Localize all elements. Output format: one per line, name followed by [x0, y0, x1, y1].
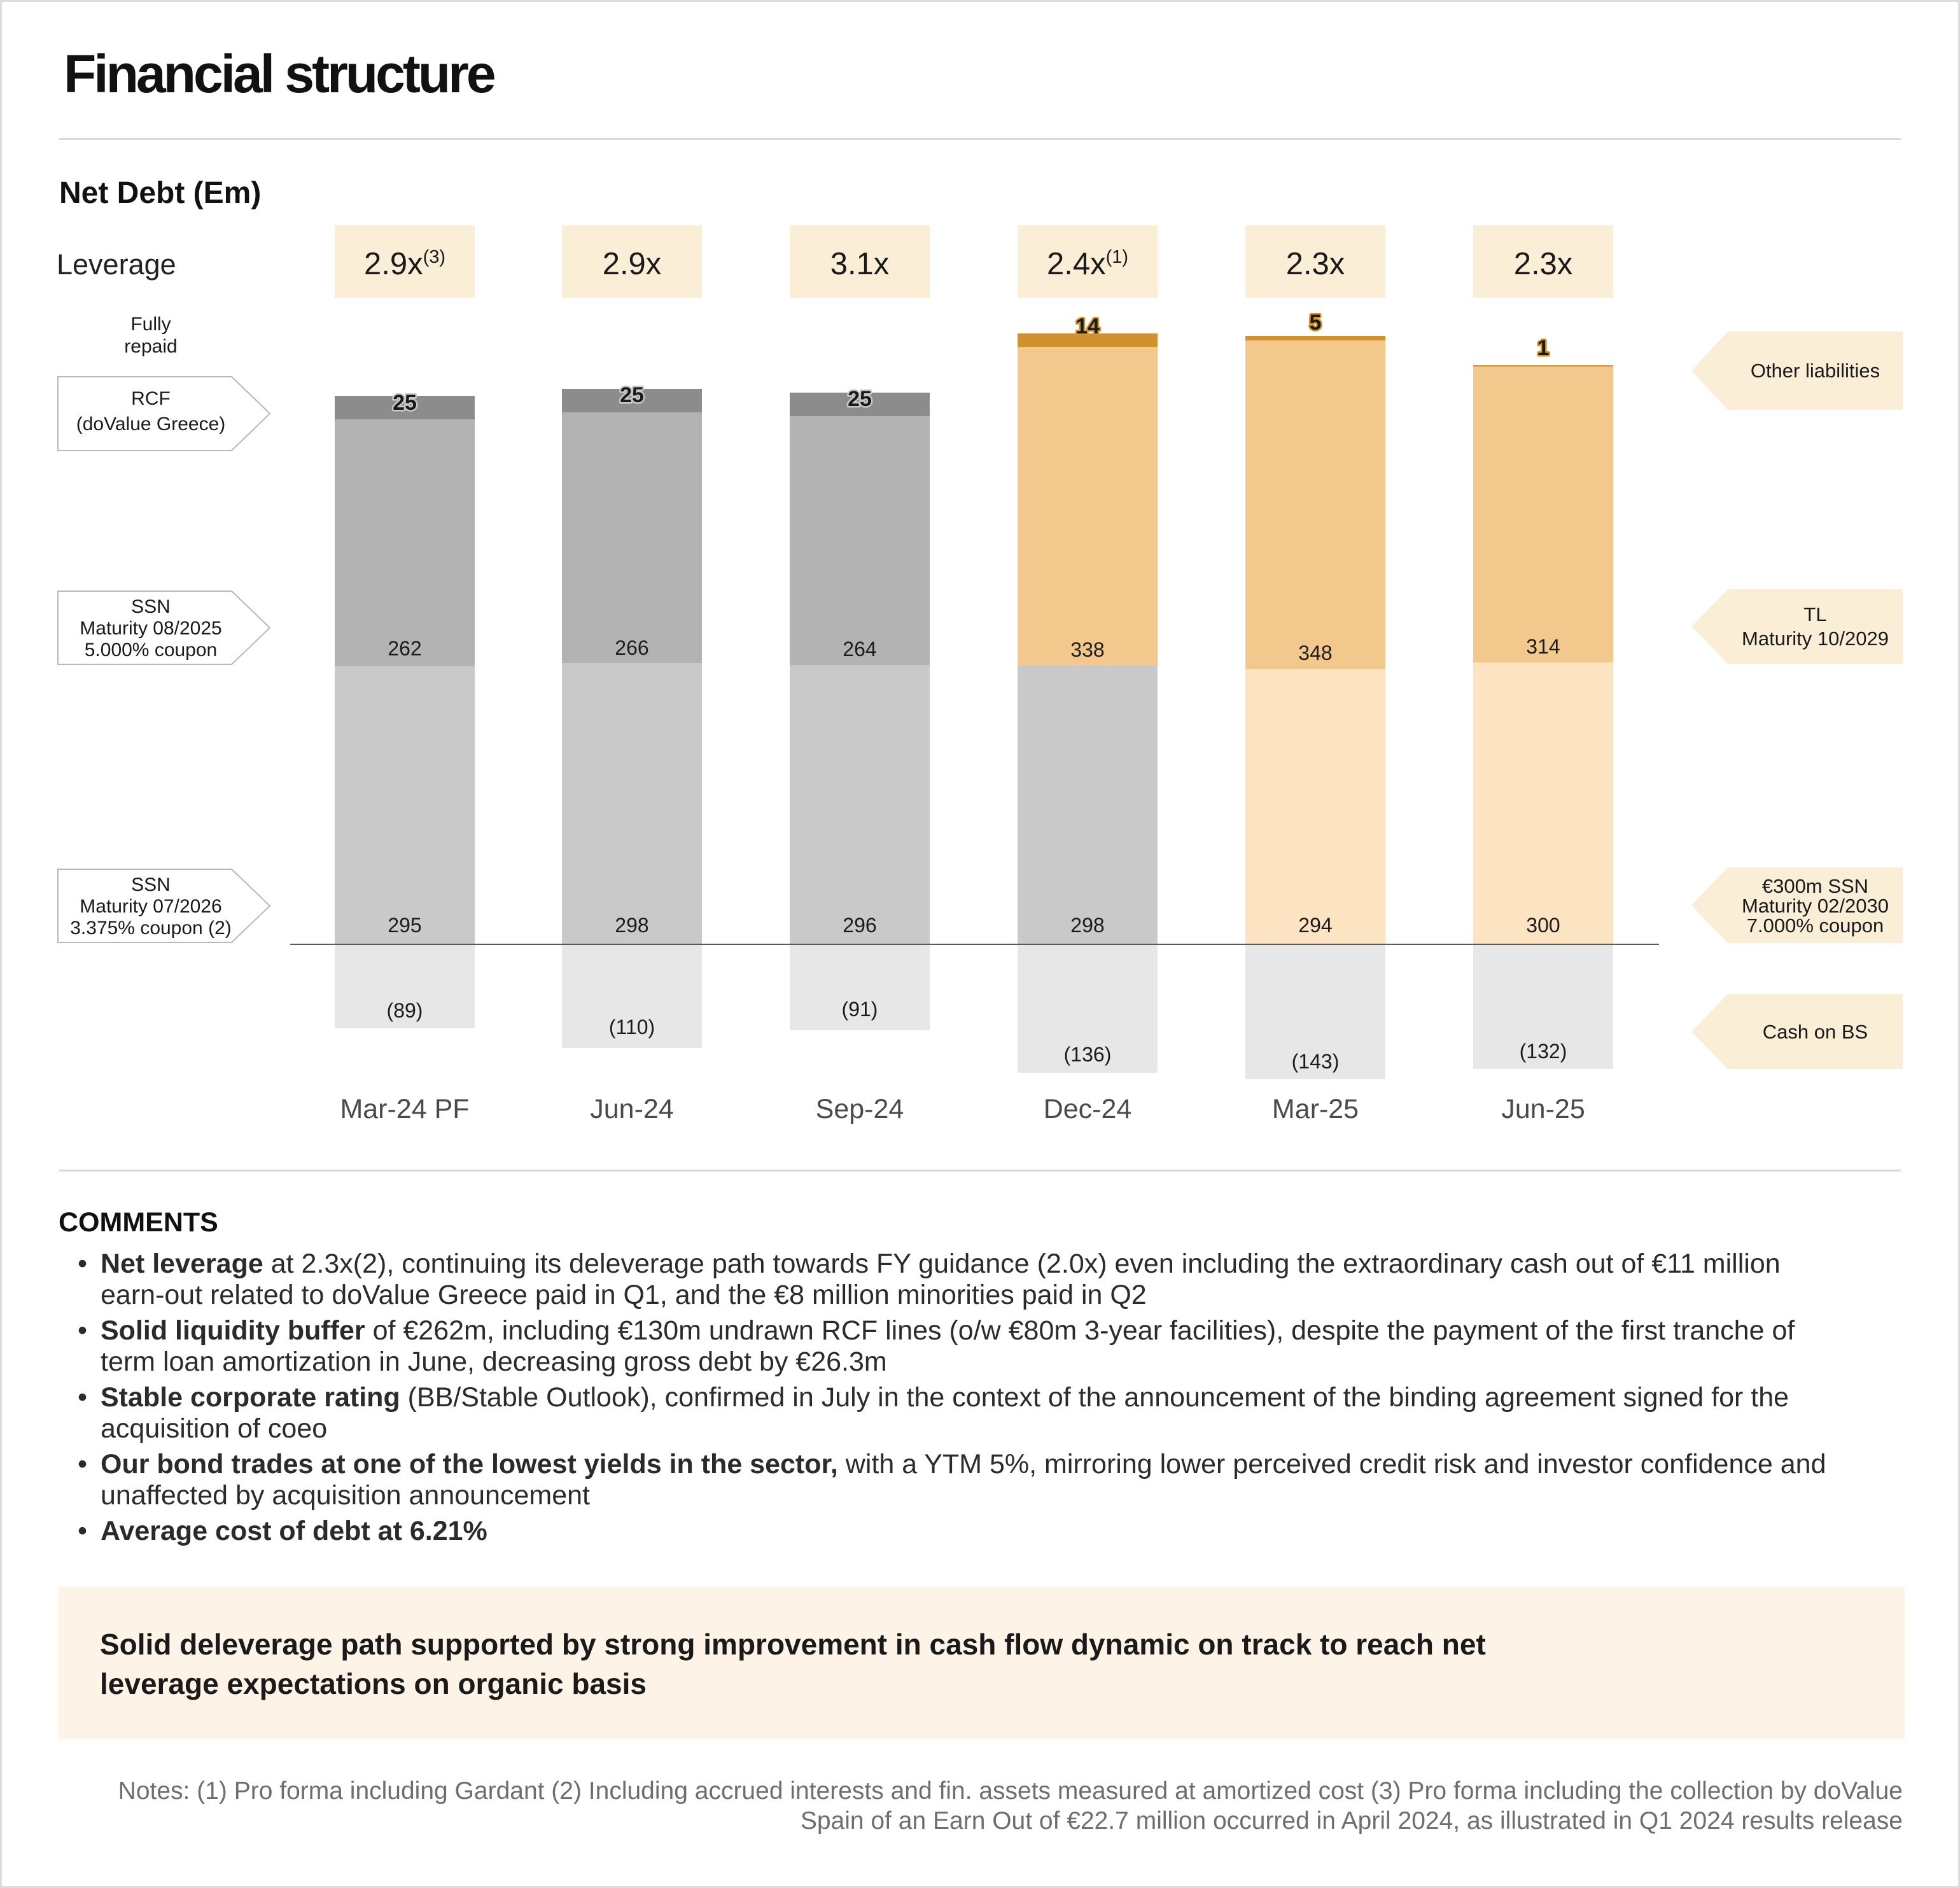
- svg-text:5: 5: [1310, 311, 1322, 335]
- svg-text:25: 25: [848, 387, 872, 411]
- svg-text:14: 14: [1075, 314, 1100, 339]
- svg-text:25: 25: [393, 391, 417, 415]
- svg-text:25: 25: [620, 383, 644, 407]
- svg-text:1: 1: [1537, 336, 1550, 360]
